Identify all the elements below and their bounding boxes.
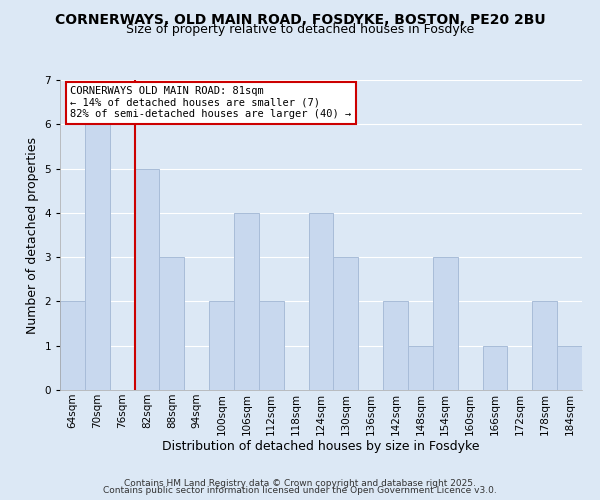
Bar [557,346,582,390]
Bar [308,213,334,390]
Bar [408,346,433,390]
Bar [433,257,458,390]
Bar [383,302,408,390]
Bar [482,346,508,390]
Text: Contains public sector information licensed under the Open Government Licence v3: Contains public sector information licen… [103,486,497,495]
Text: CORNERWAYS OLD MAIN ROAD: 81sqm
← 14% of detached houses are smaller (7)
82% of : CORNERWAYS OLD MAIN ROAD: 81sqm ← 14% of… [70,86,352,120]
Bar [234,213,259,390]
Text: CORNERWAYS, OLD MAIN ROAD, FOSDYKE, BOSTON, PE20 2BU: CORNERWAYS, OLD MAIN ROAD, FOSDYKE, BOST… [55,12,545,26]
Bar [134,168,160,390]
Bar [334,257,358,390]
X-axis label: Distribution of detached houses by size in Fosdyke: Distribution of detached houses by size … [162,440,480,454]
Text: Contains HM Land Registry data © Crown copyright and database right 2025.: Contains HM Land Registry data © Crown c… [124,478,476,488]
Bar [85,124,110,390]
Bar [532,302,557,390]
Text: Size of property relative to detached houses in Fosdyke: Size of property relative to detached ho… [126,22,474,36]
Bar [209,302,234,390]
Bar [160,257,184,390]
Y-axis label: Number of detached properties: Number of detached properties [26,136,39,334]
Bar [60,302,85,390]
Bar [259,302,284,390]
